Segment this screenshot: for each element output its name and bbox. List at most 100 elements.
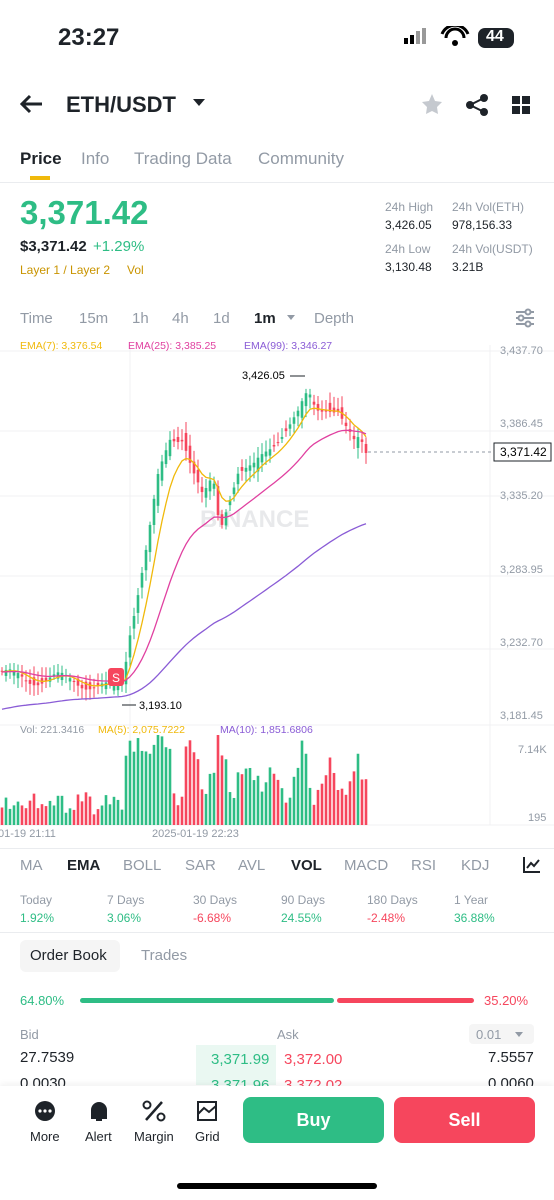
- candle: [252, 462, 256, 468]
- volume-label: Vol: 221.3416: [20, 724, 85, 736]
- tab[interactable]: Info: [81, 149, 110, 168]
- candle: [164, 450, 168, 465]
- candle: [224, 512, 228, 526]
- indicator[interactable]: MA: [20, 857, 43, 874]
- back-button[interactable]: [18, 92, 46, 116]
- order-tab[interactable]: Order Book: [30, 947, 107, 964]
- volume-bar: [76, 794, 80, 825]
- volume-bar: [4, 797, 8, 825]
- candle: [332, 407, 336, 413]
- status-icons: [404, 26, 514, 48]
- volume-bar: [132, 751, 136, 825]
- current-price-label: 3,371.42: [500, 445, 547, 459]
- indicator[interactable]: RSI: [411, 857, 437, 874]
- nav-label[interactable]: Grid: [195, 1129, 220, 1144]
- tag[interactable]: Layer 1 / Layer 2: [20, 263, 111, 277]
- perf-value: -2.48%: [367, 911, 406, 925]
- dropdown[interactable]: [514, 1031, 524, 1039]
- tab[interactable]: Price: [20, 149, 62, 168]
- usd-price: $3,371.42: [20, 238, 87, 255]
- interval[interactable]: Depth: [314, 310, 355, 327]
- time-axis-label: 01-19 21:11: [0, 828, 56, 840]
- stat-value: 3,426.05: [385, 218, 432, 232]
- home-indicator: [177, 1183, 377, 1189]
- price-tag: [493, 442, 552, 462]
- nav-label[interactable]: Alert: [85, 1129, 112, 1144]
- candle: [184, 432, 188, 451]
- candle: [148, 524, 152, 553]
- dropdown[interactable]: [286, 314, 296, 322]
- candle: [232, 487, 236, 495]
- time-axis-label: 2025-01-19 22:23: [152, 828, 239, 840]
- indicator[interactable]: KDJ: [461, 857, 490, 874]
- settings-icon[interactable]: [514, 308, 536, 328]
- volume-bar: [152, 744, 156, 825]
- volume-bar: [44, 806, 48, 825]
- candle: [12, 670, 16, 676]
- volume-bar: [88, 796, 92, 825]
- indicator[interactable]: MACD: [344, 857, 389, 874]
- volume-bar: [12, 805, 16, 825]
- volume-axis-label: 7.14K: [518, 744, 547, 756]
- volume-bar: [8, 808, 12, 825]
- volume-bar: [320, 783, 324, 825]
- divider: [0, 848, 554, 849]
- tab[interactable]: Trading Data: [134, 149, 232, 168]
- volume-bar: [212, 772, 216, 825]
- dropdown[interactable]: [192, 98, 206, 108]
- interval[interactable]: 1m: [254, 310, 276, 327]
- volume-bar: [56, 795, 60, 825]
- candle: [24, 680, 28, 682]
- buy-button[interactable]: Buy: [243, 1097, 384, 1143]
- volume-label: MA(10): 1,851.6806: [220, 724, 313, 736]
- interval[interactable]: 1d: [213, 310, 230, 327]
- candle: [280, 437, 284, 439]
- stat-label: 24h Vol(USDT): [452, 242, 533, 256]
- volume-bar: [172, 793, 176, 825]
- ask-qty: 7.5557: [488, 1049, 534, 1066]
- indicator[interactable]: BOLL: [123, 857, 162, 874]
- perf-label: Today: [20, 893, 53, 907]
- nav-icons[interactable]: [34, 1100, 234, 1124]
- indicator[interactable]: AVL: [238, 857, 266, 874]
- indicator[interactable]: EMA: [67, 857, 101, 874]
- candle: [16, 672, 20, 679]
- indicator[interactable]: VOL: [291, 857, 322, 874]
- indicator-settings[interactable]: [522, 856, 542, 874]
- volume-bar: [180, 796, 184, 825]
- step-select[interactable]: [469, 1024, 534, 1044]
- candle: [36, 682, 40, 686]
- price-axis-label: 3,181.45: [500, 710, 543, 722]
- interval[interactable]: Time: [20, 310, 53, 327]
- volume-bar: [324, 775, 328, 825]
- order-tab[interactable]: Trades: [141, 947, 188, 964]
- volume-label: MA(5): 2,075.7222: [98, 724, 185, 736]
- volume-bar: [124, 755, 128, 825]
- candle: [112, 684, 116, 691]
- interval[interactable]: 4h: [172, 310, 189, 327]
- volume-bar: [224, 759, 228, 825]
- low-marker: 3,193.10: [139, 700, 182, 712]
- candle: [96, 682, 100, 686]
- nav-label[interactable]: More: [30, 1129, 60, 1144]
- tab[interactable]: Community: [258, 149, 344, 168]
- volume-bar: [40, 804, 44, 825]
- candle: [80, 684, 84, 689]
- pair-title[interactable]: ETH/USDT: [66, 92, 176, 117]
- candlestick-chart[interactable]: BINANCE 3,371.42 3,426.05 3,193.10 S: [0, 335, 554, 835]
- interval[interactable]: 1h: [132, 310, 149, 327]
- volume-bar: [200, 789, 204, 825]
- interval[interactable]: 15m: [79, 310, 109, 327]
- price-axis-label: 3,232.70: [500, 637, 543, 649]
- volume-bar: [348, 781, 352, 825]
- ema-line: [1, 523, 367, 710]
- signal[interactable]: [108, 668, 124, 686]
- header-icons[interactable]: [420, 92, 540, 118]
- watermark: BINANCE: [200, 506, 309, 533]
- sell-button[interactable]: Sell: [394, 1097, 535, 1143]
- nav-label[interactable]: Margin: [134, 1129, 174, 1144]
- indicator[interactable]: SAR: [185, 857, 216, 874]
- tag[interactable]: Vol: [127, 263, 144, 277]
- candle: [296, 410, 300, 417]
- candle: [256, 457, 260, 472]
